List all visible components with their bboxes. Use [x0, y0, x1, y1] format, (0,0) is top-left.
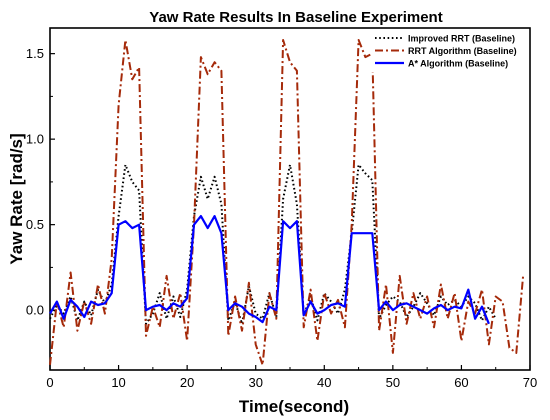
y-tick-label: 0.0 [26, 303, 44, 318]
x-tick-label: 40 [317, 375, 331, 390]
series-line-3 [49, 215, 490, 325]
x-tick-label: 0 [46, 375, 53, 390]
x-tick-label: 10 [111, 375, 125, 390]
y-tick-label: 0.5 [26, 217, 44, 232]
x-axis: 0 10 20 30 40 50 60 70 [46, 365, 537, 390]
y-axis: 0.0 0.5 1.0 1.5 [26, 46, 55, 318]
y-axis-label: Yaw Rate [rad/s] [7, 133, 26, 264]
series-line-2 [49, 39, 525, 366]
x-tick-label: 30 [248, 375, 262, 390]
legend: Improved RRT (Baseline) RRT Algorithm (Ba… [371, 30, 527, 72]
series-line-1 [49, 163, 497, 325]
x-tick-label: 60 [454, 375, 468, 390]
y-tick-label: 1.0 [26, 132, 44, 147]
legend-label: RRT Algorithm (Baseline) [408, 46, 517, 56]
x-tick-label: 70 [523, 375, 537, 390]
chart-title: Yaw Rate Results In Baseline Experiment [149, 9, 442, 26]
x-axis-label: Time(second) [239, 397, 349, 416]
series-layer [49, 39, 525, 366]
x-tick-label: 20 [180, 375, 194, 390]
y-tick-label: 1.5 [26, 46, 44, 61]
x-tick-label: 50 [386, 375, 400, 390]
legend-label: A* Algorithm (Baseline) [408, 59, 508, 69]
legend-label: Improved RRT (Baseline) [408, 34, 515, 44]
